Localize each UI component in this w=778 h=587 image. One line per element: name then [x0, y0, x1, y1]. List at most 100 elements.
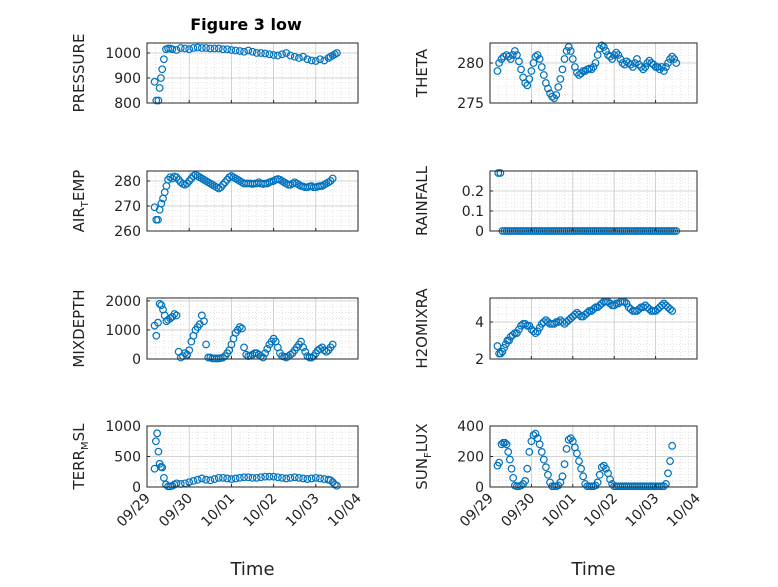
data-point — [597, 41, 606, 50]
y-tick-label: 4 — [475, 315, 484, 331]
data-point — [333, 49, 341, 57]
y-tick-label: 0 — [132, 352, 141, 368]
data-point — [610, 51, 619, 59]
data-point — [521, 477, 530, 485]
data-point — [210, 44, 219, 53]
data-point — [495, 59, 504, 67]
data-point — [517, 481, 525, 490]
data-point — [252, 473, 261, 482]
data-point — [504, 52, 513, 61]
data-point — [257, 49, 265, 57]
axes-box — [146, 42, 359, 104]
data-point — [223, 45, 232, 54]
data-point — [595, 470, 604, 479]
data-point — [284, 180, 293, 189]
data-point — [176, 353, 185, 362]
data-point — [333, 481, 341, 490]
data-point — [219, 45, 227, 54]
data-point — [597, 463, 606, 472]
data-point — [577, 69, 585, 78]
data-point — [606, 52, 614, 61]
data-point — [316, 474, 324, 483]
data-point — [193, 475, 202, 484]
data-point — [529, 327, 538, 336]
data-point — [521, 79, 530, 87]
data-point — [328, 340, 337, 349]
y-label-main: TERR — [70, 450, 88, 491]
data-point — [261, 49, 270, 58]
data-point — [193, 43, 202, 52]
data-point — [316, 55, 324, 64]
data-point — [202, 340, 210, 349]
data-point — [172, 46, 181, 54]
data-point — [320, 346, 329, 355]
data-point — [673, 0, 680, 3]
data-point — [535, 440, 544, 449]
data-point — [248, 47, 257, 56]
data-point — [316, 344, 324, 353]
data-point — [152, 96, 161, 105]
data-point — [508, 51, 517, 59]
data-point — [157, 199, 166, 208]
data-point — [552, 91, 561, 99]
data-point — [235, 47, 244, 55]
subplot-mixdepth: 0 1000 2000 MIXDEPTH — [70, 289, 359, 368]
data-point — [164, 175, 173, 184]
data-point — [164, 44, 173, 53]
data-point — [154, 318, 162, 327]
data-point — [668, 52, 677, 61]
data-point — [521, 319, 530, 328]
data-point — [602, 47, 610, 55]
data-point — [295, 473, 303, 482]
data-point — [183, 350, 191, 359]
y-tick-label: 2 — [475, 352, 484, 368]
data-point — [535, 55, 544, 63]
data-point — [219, 353, 227, 362]
data-point — [500, 344, 508, 352]
data-point — [328, 174, 337, 183]
data-point — [172, 173, 181, 182]
data-point — [286, 51, 295, 60]
data-point — [155, 299, 164, 308]
data-point — [170, 310, 179, 318]
data-point — [548, 92, 556, 101]
y-axis-label: RAINFALL — [413, 165, 431, 236]
data-point — [286, 473, 295, 482]
data-point — [602, 464, 610, 473]
data-point — [261, 472, 270, 481]
data-point — [154, 447, 163, 456]
data-point — [558, 472, 567, 481]
x-tick-label: 09/29 — [114, 491, 154, 531]
data-point — [614, 51, 623, 59]
subplot-pressure: 800 900 1000 PRESSURE — [70, 34, 359, 112]
data-point — [231, 474, 240, 483]
data-point — [510, 47, 519, 55]
y-axis-label: THETA — [413, 48, 431, 98]
data-point — [159, 473, 168, 482]
y-label-rest: SL — [70, 423, 88, 442]
data-point — [544, 84, 552, 93]
data-point — [206, 476, 215, 485]
data-point — [223, 474, 232, 483]
data-point — [154, 96, 163, 105]
y-label-subscript: F — [423, 452, 434, 458]
data-point — [183, 179, 191, 188]
axes-box — [146, 297, 359, 360]
data-point — [326, 476, 335, 485]
data-point — [166, 314, 175, 323]
data-point — [153, 429, 162, 438]
axes-box — [489, 42, 698, 104]
data-point — [202, 44, 210, 52]
data-point — [560, 460, 569, 469]
data-point — [515, 57, 523, 66]
subplot-h2omixra: 2 4 H2OMIXRA — [413, 288, 698, 369]
data-point — [498, 347, 507, 356]
data-point — [334, 0, 341, 3]
data-point — [666, 305, 674, 313]
data-point — [227, 475, 236, 483]
data-point — [531, 429, 540, 438]
y-tick-label: 1000 — [105, 46, 141, 62]
data-point — [185, 177, 194, 185]
data-point — [305, 353, 314, 362]
